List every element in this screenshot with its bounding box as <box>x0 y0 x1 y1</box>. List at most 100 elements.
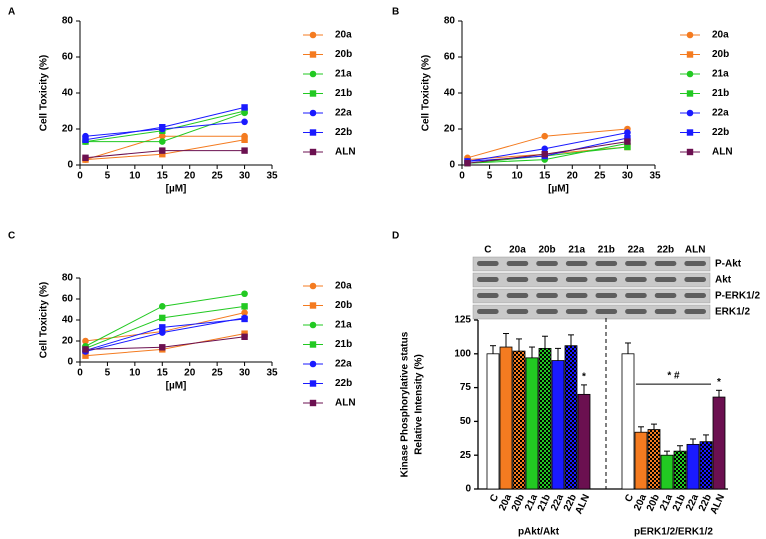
data-point <box>158 138 166 145</box>
legend-marker <box>309 321 317 329</box>
legend-marker <box>309 148 317 156</box>
category-label: C <box>623 493 636 504</box>
data-point <box>241 136 248 143</box>
bar <box>699 441 713 490</box>
panel-letter: D <box>392 231 399 242</box>
legend-marker <box>309 282 317 290</box>
legend-marker <box>309 380 317 387</box>
legend-label: 20a <box>335 281 352 292</box>
x-tick-label: 0 <box>459 171 465 182</box>
blot-column-label: 21a <box>568 245 585 256</box>
y-axis-label: Cell Toxicity (%) <box>39 55 50 132</box>
y-axis-label: Kinase Phosphorylative status <box>400 331 411 477</box>
blot-band <box>654 261 677 266</box>
category-label: C <box>488 493 501 504</box>
blot-band <box>625 309 647 314</box>
legend-label: 21b <box>712 88 729 99</box>
blot-strip <box>472 288 711 304</box>
blot-strip <box>472 304 711 320</box>
group-label: pAkt/Akt <box>518 527 560 538</box>
legend-label: 21a <box>712 69 729 80</box>
blot-band <box>654 293 677 298</box>
legend-label: 22a <box>335 359 352 370</box>
bar <box>486 353 500 490</box>
legend-marker <box>309 399 317 407</box>
y-tick-label: 20 <box>444 124 456 135</box>
x-tick-label: 10 <box>129 368 141 379</box>
data-point <box>241 333 248 340</box>
data-point <box>541 132 549 140</box>
data-point <box>464 160 471 167</box>
blot-band <box>506 261 529 266</box>
x-tick-label: 35 <box>266 368 278 379</box>
y-tick-label: 80 <box>62 273 74 284</box>
comparison-label: * # <box>667 371 680 382</box>
y-tick-label: 0 <box>449 160 455 171</box>
y-tick-label: 60 <box>62 294 74 305</box>
blot-band <box>536 293 558 298</box>
blot-column-label: 20a <box>509 245 526 256</box>
x-tick-label: 35 <box>266 171 278 182</box>
bar <box>673 450 687 490</box>
blot-band <box>565 309 588 314</box>
blot-row-label: ERK1/2 <box>715 307 750 318</box>
bar <box>621 353 635 490</box>
data-point <box>82 154 89 161</box>
blot-strip <box>472 272 711 288</box>
data-point <box>159 151 166 158</box>
y-tick-label: 100 <box>454 348 471 359</box>
data-point <box>624 138 631 145</box>
blot-band <box>595 309 618 314</box>
y-tick-label: 125 <box>454 315 471 326</box>
legend-label: 21b <box>335 339 352 350</box>
x-axis-label: [µM] <box>548 184 569 195</box>
data-point <box>159 314 166 322</box>
blot-column-label: C <box>484 245 491 256</box>
blot-band <box>654 277 677 282</box>
blot-band <box>565 277 588 282</box>
y-axis-label: Cell Toxicity (%) <box>421 55 432 132</box>
legend-marker <box>686 70 694 78</box>
y-axis-label: Relative Intensity (%) <box>414 354 425 455</box>
y-tick-label: 20 <box>62 336 74 347</box>
x-tick-label: 15 <box>539 171 551 182</box>
blot-band <box>506 293 529 298</box>
data-point <box>624 129 631 136</box>
y-tick-label: 0 <box>465 484 471 495</box>
blot-band <box>684 293 706 298</box>
legend-marker <box>686 51 694 58</box>
blot-band <box>536 309 558 314</box>
bar <box>538 347 552 490</box>
legend-marker <box>309 31 317 39</box>
data-point <box>624 143 631 151</box>
legend-label: 21b <box>335 88 352 99</box>
bar <box>564 345 578 490</box>
x-tick-label: 20 <box>184 368 196 379</box>
blot-column-label: 20b <box>538 245 555 256</box>
legend-label: 20b <box>712 49 729 60</box>
blot-row-label: P-ERK1/2 <box>715 291 760 302</box>
blot-band <box>477 277 499 282</box>
blot-band <box>595 277 618 282</box>
data-point <box>158 132 166 140</box>
x-tick-label: 0 <box>77 171 83 182</box>
blot-band <box>654 309 677 314</box>
x-tick-label: 20 <box>184 171 196 182</box>
legend-marker <box>686 148 694 156</box>
legend-label: 21a <box>335 320 352 331</box>
blot-band <box>536 261 558 266</box>
bar <box>647 429 661 490</box>
y-tick-label: 50 <box>460 416 472 427</box>
data-point <box>159 344 166 351</box>
significance-label: * <box>717 377 721 388</box>
bar <box>712 396 726 490</box>
panel-letter: A <box>8 7 15 18</box>
bar <box>525 357 539 490</box>
data-point <box>158 329 166 336</box>
data-point <box>82 352 89 359</box>
data-point <box>541 151 548 158</box>
data-point <box>159 147 166 154</box>
blot-band <box>684 309 706 314</box>
blot-band <box>565 261 588 266</box>
blot-row-label: Akt <box>715 275 732 286</box>
